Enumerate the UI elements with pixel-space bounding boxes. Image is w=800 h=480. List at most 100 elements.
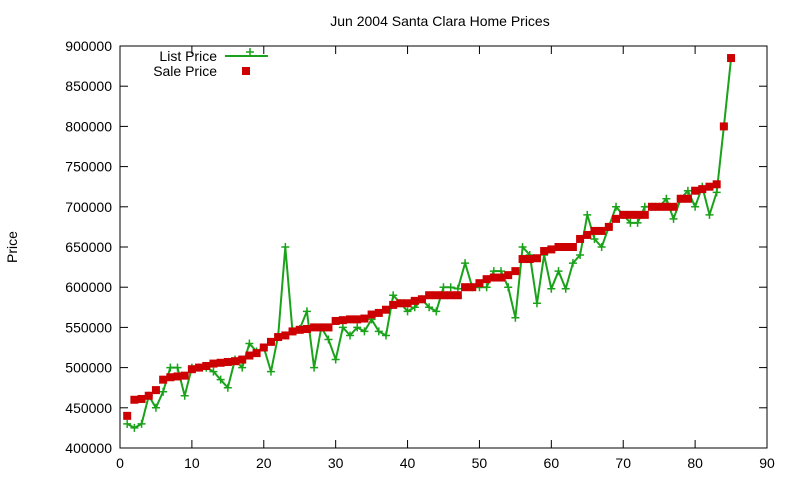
- sale-price-point: [259, 343, 268, 352]
- y-tick-label: 800000: [65, 118, 112, 134]
- list-price-point: [568, 259, 577, 268]
- sale-price-point: [410, 296, 419, 305]
- list-price-point: [518, 243, 527, 251]
- sale-price-point: [461, 283, 470, 292]
- sale-price-point: [626, 210, 635, 219]
- list-price-point: [324, 335, 333, 344]
- list-price-point: [353, 323, 362, 332]
- list-price-point: [583, 210, 592, 219]
- y-tick-label: 700000: [65, 199, 112, 215]
- sale-price-point: [288, 327, 297, 336]
- sale-price-point: [576, 234, 585, 243]
- sale-price-point: [504, 271, 513, 280]
- plot-frame: [119, 45, 768, 449]
- sale-price-point: [712, 180, 721, 189]
- y-tick-label: 850000: [65, 78, 112, 94]
- list-price-point: [425, 303, 434, 312]
- sale-price-point: [511, 267, 520, 276]
- list-price-point: [705, 210, 714, 219]
- list-price-point: [511, 313, 520, 322]
- sale-price-point: [647, 202, 656, 211]
- sale-price-point: [518, 255, 527, 264]
- list-price-point: [180, 391, 189, 400]
- sale-price-point: [252, 349, 261, 358]
- list-price-point: [281, 243, 290, 251]
- list-price-point: [360, 327, 369, 336]
- list-price-point: [238, 363, 247, 372]
- list-price-point: [346, 331, 355, 340]
- sale-price-point: [266, 337, 275, 346]
- sale-price-point: [223, 357, 232, 366]
- sale-price-point: [633, 210, 642, 219]
- sale-price-point: [166, 373, 175, 382]
- sale-price-point: [187, 365, 196, 374]
- sale-price-point: [130, 395, 139, 404]
- list-price-point: [547, 284, 556, 293]
- sale-price-point: [719, 122, 728, 131]
- sale-price-point: [151, 386, 160, 395]
- list-price-point: [130, 423, 139, 432]
- list-price-point: [381, 331, 390, 340]
- list-price-point: [640, 202, 649, 211]
- sale-price-point: [640, 210, 649, 219]
- list-price-point: [310, 363, 319, 372]
- list-price-point: [403, 307, 412, 316]
- sale-price-point: [396, 299, 405, 308]
- sale-price-point: [417, 295, 426, 304]
- x-tick-label: 70: [615, 455, 631, 471]
- sale-price-point: [338, 316, 347, 325]
- list-price-point: [137, 419, 146, 428]
- sale-price-point: [231, 357, 240, 366]
- sale-price-point: [374, 308, 383, 317]
- sale-price-point: [202, 361, 211, 370]
- sale-price-point: [453, 291, 462, 300]
- list-price-point: [612, 202, 621, 211]
- sale-price-point: [353, 315, 362, 324]
- list-price-point: [576, 251, 585, 260]
- sale-price-point: [561, 243, 570, 251]
- y-tick-label: 400000: [65, 440, 112, 456]
- axis-ticks: 400000 450000 500000 550000 600000 650000 7000…: [65, 38, 775, 471]
- list-price-point: [662, 194, 671, 203]
- sale-price-point: [540, 247, 549, 256]
- sale-price-point: [619, 210, 628, 219]
- y-axis-label: Price: [4, 231, 20, 263]
- x-tick-label: 10: [184, 455, 200, 471]
- x-tick-label: 80: [687, 455, 703, 471]
- sale-price-point: [403, 299, 412, 308]
- sale-price-point: [439, 291, 448, 300]
- y-tick-label: 500000: [65, 360, 112, 376]
- list-price-point: [123, 419, 132, 428]
- sale-price-point: [655, 202, 664, 211]
- legend: List Price Sale Price: [153, 48, 268, 79]
- sale-price-point: [159, 375, 168, 384]
- list-price-point: [216, 375, 225, 384]
- list-price-point: [712, 188, 721, 197]
- list-price-point: [691, 202, 700, 211]
- sale-price-point: [137, 394, 146, 403]
- sale-price-point: [195, 363, 204, 372]
- list-price-point: [597, 243, 606, 251]
- list-price-point: [209, 367, 218, 376]
- list-price-point: [446, 283, 455, 292]
- list-price-point: [374, 327, 383, 336]
- sale-price-point: [705, 182, 714, 191]
- sale-price-point: [209, 359, 218, 368]
- sale-price-point: [245, 351, 254, 360]
- x-tick-label: 40: [400, 455, 416, 471]
- sale-price-point: [525, 255, 534, 264]
- sale-price-point: [302, 325, 311, 334]
- sale-price-point: [475, 279, 484, 288]
- sale-price-point: [238, 355, 247, 364]
- sale-price-point: [144, 391, 153, 400]
- sale-price-point: [310, 323, 319, 332]
- x-tick-label: 0: [116, 455, 124, 471]
- sale-price-point: [547, 245, 556, 254]
- sale-price-point: [612, 214, 621, 223]
- sale-price-point: [216, 358, 225, 367]
- list-price-point: [461, 259, 470, 268]
- sale-price-point: [727, 54, 736, 63]
- sale-price-point: [604, 222, 613, 231]
- list-price-point: [633, 218, 642, 227]
- list-price-point: [683, 186, 692, 195]
